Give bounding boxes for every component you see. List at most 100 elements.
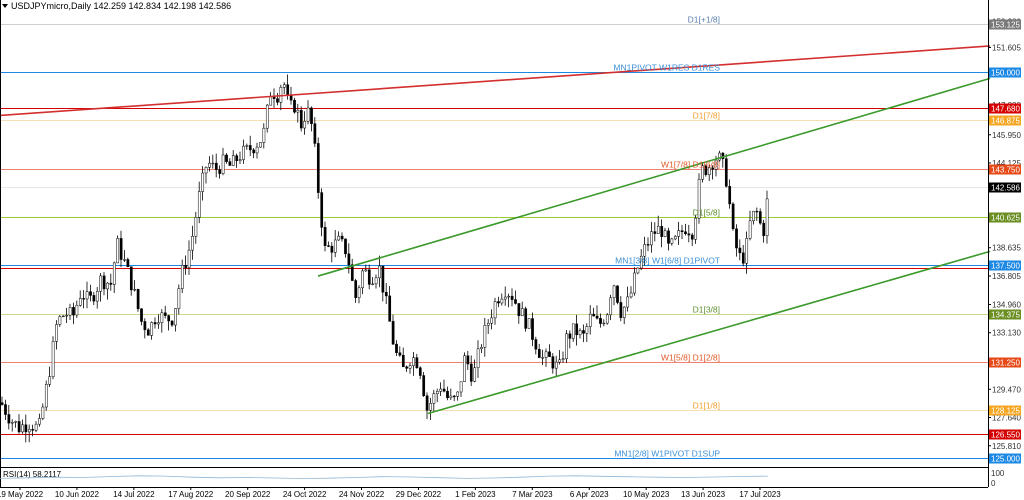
candle-bear — [92, 295, 96, 302]
x-tick-label: 10 May 2023 — [623, 490, 670, 499]
candle-bear — [599, 318, 602, 324]
candle-bear — [704, 165, 708, 175]
price-tag — [989, 19, 1021, 30]
candle-bear — [0, 402, 4, 405]
candle-bear — [310, 107, 313, 124]
candle-bear — [354, 280, 358, 298]
candle-bull — [622, 306, 626, 318]
price-tag — [989, 115, 1021, 126]
candle-bear — [89, 291, 92, 296]
candle-bull — [133, 289, 137, 291]
candle-bull — [449, 395, 453, 399]
candle-bull — [701, 165, 704, 180]
price-tag-label: 137.500 — [991, 262, 1020, 271]
candle-bull — [439, 388, 443, 392]
candle-bear — [235, 155, 239, 161]
y-tick-label: 127.640 — [992, 414, 1021, 423]
candle-bull — [378, 265, 381, 279]
candle-bull — [78, 298, 82, 306]
candle-bull — [296, 109, 300, 113]
candle-bull — [541, 357, 545, 359]
candle-bear — [384, 292, 388, 297]
candle-bull — [561, 358, 565, 361]
candle-bear — [136, 289, 140, 310]
candle-bear — [422, 375, 426, 397]
candle-bull — [10, 422, 14, 424]
time-axis[interactable]: 19 May 2022 10 Jun 2022 14 Jul 2022 17 Aug … — [0, 487, 781, 499]
x-tick-label: 1 Feb 2023 — [455, 490, 496, 499]
trend-line[interactable] — [0, 45, 991, 117]
candle-bull — [333, 239, 337, 253]
level-label: D1[3/8] — [693, 305, 720, 315]
trend-line[interactable] — [317, 77, 991, 277]
candle-bear — [140, 308, 143, 322]
candle-bull — [493, 301, 497, 319]
candle-bull — [106, 282, 109, 290]
candle-bear — [153, 322, 157, 325]
candle-bull — [197, 191, 201, 218]
candle-bear — [225, 154, 228, 162]
price-tag — [989, 212, 1021, 223]
candle-bear — [497, 301, 500, 304]
candle-bear — [398, 352, 402, 356]
candle-bear — [119, 238, 123, 260]
candle-bull — [303, 120, 307, 129]
candle-bear — [330, 245, 334, 253]
candle-bear — [534, 339, 538, 350]
candle-bull — [626, 296, 630, 308]
candle-bull — [123, 259, 126, 261]
candle-bull — [588, 313, 592, 327]
candle-bull — [187, 249, 191, 268]
candle-bull — [432, 393, 436, 404]
candle-bear — [347, 253, 351, 265]
level-labels: D1[+1/8] MN1PIVOT W1RES D1RES D1[7/8] W1[7/… — [613, 15, 720, 459]
candle-bull — [408, 365, 412, 369]
candle-bull — [673, 236, 677, 240]
candle-bear — [517, 303, 521, 317]
candle-bear — [248, 145, 252, 151]
candle-bull — [670, 238, 674, 244]
candle-bear — [344, 238, 347, 255]
candle-bull — [765, 198, 769, 236]
candle-bear — [551, 356, 555, 369]
level-label: D1[+1/8] — [688, 15, 720, 25]
candle-bull — [429, 403, 432, 411]
candle-bull — [663, 230, 667, 237]
candle-bull — [44, 384, 48, 408]
candle-bear — [469, 363, 473, 382]
candle-bear — [388, 295, 392, 322]
symbol-menu-triangle-icon[interactable] — [2, 4, 8, 8]
candle-bull — [476, 348, 480, 369]
candle-bull — [639, 255, 643, 269]
candle-bull — [520, 308, 524, 317]
candle-bear — [741, 252, 745, 264]
price-tag — [989, 405, 1021, 416]
candles — [0, 74, 769, 443]
candle-bear — [146, 329, 150, 336]
candle-bear — [4, 404, 7, 415]
y-tick-label: 136.805 — [992, 272, 1021, 281]
main-plot-area[interactable]: D1[+1/8] MN1PIVOT W1RES D1RES D1[7/8] W1[7/… — [0, 15, 991, 459]
candle-bear — [738, 247, 742, 254]
x-tick-label: 19 May 2022 — [0, 490, 44, 499]
candle-bull — [503, 296, 507, 300]
candle-bear — [276, 98, 279, 103]
x-tick-label: 17 Jul 2023 — [739, 490, 781, 499]
candle-bull — [58, 316, 62, 325]
candle-bear — [381, 265, 385, 293]
y-tick-label: 134.960 — [992, 300, 1021, 309]
candle-bull — [38, 418, 41, 425]
candle-bull — [480, 347, 483, 350]
candle-bull — [707, 167, 711, 175]
candle-bear — [350, 264, 354, 281]
candle-bear — [531, 318, 534, 340]
candle-bull — [565, 333, 568, 360]
trend-line[interactable] — [427, 250, 991, 415]
candle-bull — [357, 287, 361, 298]
price-tag-label: 126.550 — [991, 431, 1020, 440]
candle-bear — [143, 321, 147, 331]
candle-bear — [31, 429, 35, 431]
candle-bull — [27, 429, 31, 433]
candle-bull — [180, 265, 184, 289]
y-tick-label: 145.950 — [992, 131, 1021, 140]
